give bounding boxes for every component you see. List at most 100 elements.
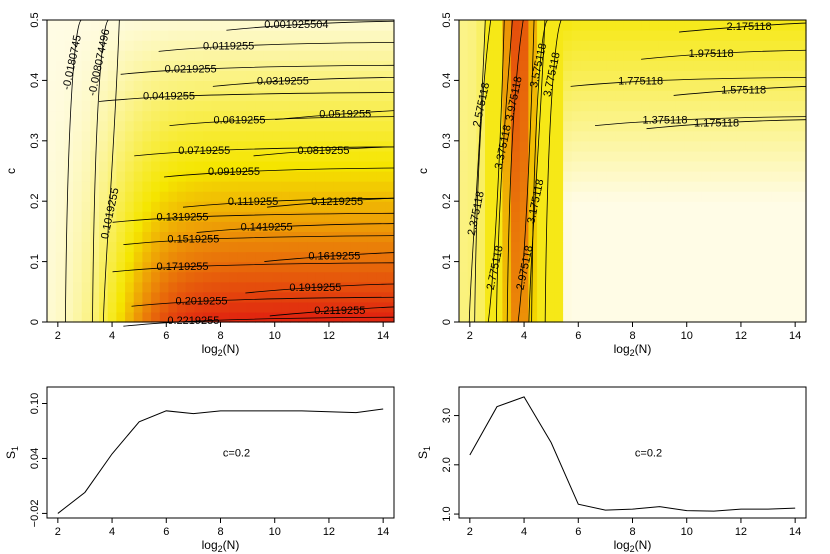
x-tick-label: 12 — [323, 330, 335, 342]
heatmap-cell — [580, 30, 590, 41]
heatmap-cell — [519, 120, 529, 132]
heatmap-cell — [771, 191, 781, 202]
heatmap-cell — [350, 211, 360, 222]
heatmap-cell — [298, 100, 308, 112]
heatmap-cell — [762, 100, 772, 112]
heatmap-cell — [73, 120, 83, 132]
heatmap-cell — [350, 50, 360, 61]
heatmap-cell — [359, 191, 369, 202]
heatmap-cell — [125, 40, 135, 51]
heatmap-cell — [710, 20, 720, 31]
heatmap-cell — [736, 241, 746, 253]
heatmap-cell — [307, 80, 317, 92]
heatmap-cell — [359, 271, 369, 283]
heatmap-cell — [194, 120, 204, 132]
heatmap-cell — [684, 201, 694, 212]
heatmap-cell — [580, 221, 590, 232]
heatmap-cell — [727, 181, 738, 192]
heatmap-cell — [367, 150, 378, 162]
heatmap-cell — [229, 231, 239, 243]
heatmap-cell — [289, 80, 300, 92]
heatmap-cell — [107, 251, 117, 263]
heatmap-cell — [237, 291, 248, 303]
heatmap-cell — [641, 261, 651, 273]
heatmap-cell — [563, 100, 573, 112]
heatmap-cell — [580, 291, 590, 303]
heatmap-cell — [563, 291, 573, 303]
heatmap-cell — [55, 90, 65, 102]
heatmap-cell — [580, 311, 590, 323]
heatmap-cell — [537, 261, 547, 273]
heatmap-cell — [237, 60, 248, 71]
heatmap-cell — [350, 241, 360, 253]
heatmap-cell — [359, 40, 369, 51]
heatmap-cell — [116, 70, 126, 81]
heatmap-cell — [272, 231, 282, 243]
heatmap-cell — [211, 201, 222, 212]
heatmap-cell — [385, 261, 395, 273]
heatmap-cell — [693, 291, 703, 303]
heatmap-cell — [632, 140, 642, 152]
heatmap-cell — [324, 251, 334, 263]
heatmap-cell — [315, 70, 326, 81]
heatmap-cell — [237, 261, 248, 273]
heatmap-cell — [589, 140, 599, 152]
heatmap-cell — [133, 60, 144, 71]
heatmap-cell — [255, 100, 265, 112]
heatmap-cell — [684, 211, 694, 222]
heatmap-cell — [667, 140, 677, 152]
heatmap-cell — [511, 100, 521, 112]
heatmap-cell — [597, 291, 608, 303]
heatmap-cell — [537, 100, 547, 112]
heatmap-cell — [142, 291, 152, 303]
heatmap-cell — [263, 211, 274, 222]
heatmap-cell — [220, 100, 230, 112]
heatmap-cell — [298, 311, 308, 323]
heatmap-cell — [606, 40, 616, 51]
heatmap-cell — [289, 191, 300, 202]
heatmap-cell — [177, 181, 187, 192]
heatmap-cell — [333, 130, 343, 142]
heatmap-cell — [350, 40, 360, 51]
heatmap-cell — [511, 251, 521, 263]
heatmap-cell — [307, 211, 317, 222]
heatmap-cell — [589, 281, 599, 293]
heatmap-cell — [194, 241, 204, 253]
heatmap-cell — [246, 181, 256, 192]
heatmap-cell — [116, 80, 126, 92]
heatmap-cell — [606, 191, 616, 202]
heatmap-cell — [255, 20, 265, 31]
heatmap-cell — [64, 80, 74, 92]
heatmap-cell — [159, 281, 170, 293]
heatmap-cell — [341, 140, 352, 152]
heatmap-cell — [350, 160, 360, 172]
heatmap-cell — [554, 130, 564, 142]
heatmap-cell — [571, 60, 582, 71]
heatmap-cell — [684, 281, 694, 293]
heatmap-cell — [307, 281, 317, 293]
heatmap-cell — [194, 291, 204, 303]
heatmap-cell — [667, 241, 677, 253]
heatmap-cell — [341, 171, 352, 182]
heatmap-cell — [90, 30, 100, 41]
heatmap-cell — [107, 181, 117, 192]
x-tick-label: 14 — [377, 526, 389, 538]
heatmap-cell — [263, 241, 274, 253]
heatmap-cell — [307, 70, 317, 81]
heatmap-cell — [298, 160, 308, 172]
heatmap-cell — [719, 90, 729, 102]
heatmap-cell — [684, 120, 694, 132]
heatmap-cell — [675, 130, 686, 142]
heatmap-cell — [580, 241, 590, 253]
heatmap-cell — [545, 311, 556, 323]
heatmap-cell — [571, 281, 582, 293]
heatmap-cell — [502, 70, 512, 81]
heatmap-cell — [519, 40, 529, 51]
heatmap-cell — [203, 271, 213, 283]
contour-label: 0.1619255 — [308, 251, 360, 263]
heatmap-cell — [719, 80, 729, 92]
heatmap-cell — [168, 261, 178, 273]
heatmap-cell — [64, 291, 74, 303]
heatmap-cell — [667, 201, 677, 212]
y-tick-label: 0.2 — [441, 194, 453, 209]
